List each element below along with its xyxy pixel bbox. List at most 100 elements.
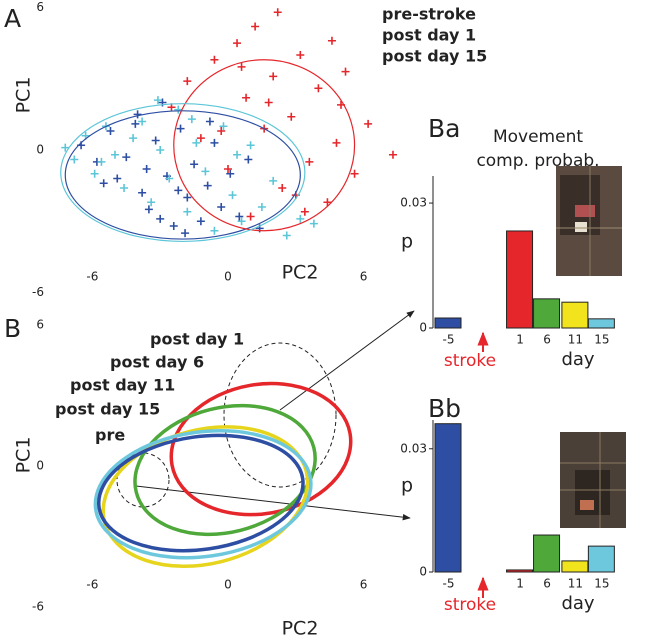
point bbox=[176, 124, 185, 133]
point bbox=[269, 176, 278, 185]
fit-ellipse bbox=[60, 103, 306, 243]
x-tick-label: -5 bbox=[443, 333, 455, 347]
point bbox=[210, 226, 219, 235]
highlight-circle bbox=[223, 342, 337, 488]
point bbox=[144, 205, 153, 214]
bar bbox=[587, 545, 615, 573]
point bbox=[273, 8, 282, 17]
panel-label: Ba bbox=[428, 114, 460, 143]
point bbox=[156, 146, 165, 154]
fit-ellipse bbox=[64, 110, 301, 240]
annotation: stroke bbox=[444, 595, 496, 615]
x-tick-label: -5 bbox=[443, 577, 455, 591]
annotation: stroke bbox=[444, 351, 496, 371]
point bbox=[300, 207, 309, 216]
y-tick-label: 6 bbox=[36, 318, 44, 332]
y-tick-label: 0.03 bbox=[400, 441, 427, 455]
point bbox=[323, 198, 332, 207]
point bbox=[228, 191, 237, 200]
point bbox=[246, 212, 255, 221]
point bbox=[314, 84, 323, 93]
point bbox=[183, 207, 192, 216]
x-tick-label: -6 bbox=[86, 270, 98, 284]
fit-ellipse bbox=[173, 59, 356, 232]
x-axis-label: PC2 bbox=[282, 618, 319, 640]
point bbox=[237, 217, 246, 226]
arrow bbox=[279, 310, 415, 411]
point bbox=[97, 157, 106, 166]
point bbox=[122, 153, 131, 162]
point bbox=[327, 36, 336, 45]
x-tick-label: 1 bbox=[516, 577, 524, 591]
point bbox=[226, 169, 235, 178]
x-tick-label: 11 bbox=[568, 333, 583, 347]
point bbox=[237, 62, 246, 71]
y-axis-label: p bbox=[401, 475, 413, 497]
ellipse bbox=[96, 433, 305, 553]
point bbox=[242, 93, 251, 102]
panel-label: A bbox=[4, 4, 21, 33]
point bbox=[131, 119, 140, 128]
point bbox=[174, 186, 183, 195]
x-tick-label: 15 bbox=[594, 577, 609, 591]
chart-title: Movement bbox=[493, 127, 583, 147]
y-tick-label: 6 bbox=[36, 0, 44, 14]
bar bbox=[533, 534, 561, 573]
point bbox=[251, 22, 260, 31]
point bbox=[257, 203, 266, 211]
bar bbox=[434, 423, 462, 573]
y-axis-label: PC1 bbox=[13, 77, 35, 114]
ellipse bbox=[133, 403, 317, 537]
point bbox=[264, 98, 273, 107]
point bbox=[235, 212, 244, 221]
highlight-circle bbox=[116, 452, 170, 508]
point bbox=[219, 122, 228, 131]
x-axis-label: PC2 bbox=[282, 262, 319, 284]
y-axis-label: PC1 bbox=[13, 437, 35, 474]
point bbox=[224, 165, 232, 173]
point bbox=[192, 138, 201, 147]
y-axis-label: p bbox=[401, 231, 413, 253]
x-tick-label: 11 bbox=[568, 577, 583, 591]
x-axis-label: day bbox=[561, 593, 594, 614]
x-tick-label: 0 bbox=[224, 270, 232, 284]
panel-label: B bbox=[4, 314, 21, 343]
point bbox=[196, 134, 205, 143]
point bbox=[246, 141, 255, 150]
photo bbox=[556, 166, 622, 276]
point bbox=[388, 150, 397, 159]
point bbox=[278, 184, 287, 192]
point bbox=[183, 77, 192, 86]
y-tick-label: 0 bbox=[419, 321, 427, 335]
photo bbox=[560, 432, 626, 528]
point bbox=[201, 167, 210, 176]
point bbox=[364, 119, 373, 128]
point bbox=[138, 117, 147, 126]
point bbox=[341, 67, 350, 76]
y-tick-label: -6 bbox=[32, 285, 44, 299]
point bbox=[305, 157, 314, 166]
y-tick-label: 0 bbox=[419, 565, 427, 579]
x-axis-label: day bbox=[561, 349, 594, 370]
x-tick-label: 15 bbox=[594, 333, 609, 347]
ellipse-label: pre bbox=[95, 426, 125, 445]
point bbox=[210, 138, 219, 147]
point bbox=[70, 155, 79, 164]
x-tick-label: 6 bbox=[543, 577, 551, 591]
point bbox=[61, 143, 70, 152]
arrow bbox=[135, 485, 411, 521]
y-tick-label: 0 bbox=[36, 459, 44, 473]
x-tick-label: 1 bbox=[516, 333, 524, 347]
point bbox=[296, 51, 305, 59]
y-tick-label: 0.03 bbox=[400, 196, 427, 210]
point bbox=[203, 181, 212, 190]
point bbox=[309, 219, 318, 228]
point bbox=[142, 165, 151, 173]
point bbox=[210, 55, 219, 64]
ellipse-label: post day 15 bbox=[55, 400, 160, 419]
panel-label: Bb bbox=[428, 394, 461, 423]
point bbox=[187, 115, 196, 124]
ellipse bbox=[93, 428, 313, 560]
point bbox=[296, 214, 305, 223]
